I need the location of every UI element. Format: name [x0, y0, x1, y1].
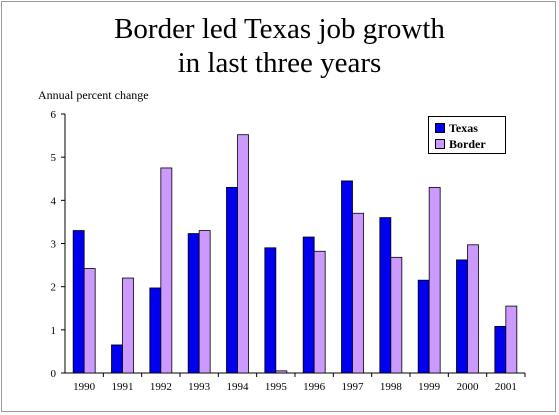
y-tick-label-2: 2: [51, 282, 57, 294]
legend: Texas Border: [428, 116, 506, 154]
bar-texas-1998: [379, 217, 392, 374]
x-tick-label-1992: 1992: [150, 381, 172, 393]
x-tick-label-2001: 2001: [495, 381, 517, 393]
bar-texas-1994: [226, 186, 238, 374]
x-tick-label-1996: 1996: [303, 381, 326, 393]
bar-texas-1992: [149, 287, 162, 374]
x-tick-label-1998: 1998: [380, 381, 403, 393]
bar-border-1992: [160, 167, 173, 374]
legend-item-texas: Texas: [435, 120, 478, 136]
bar-texas-2000: [456, 259, 468, 374]
bar-texas-1996: [302, 236, 315, 374]
bar-border-1993: [198, 230, 211, 374]
y-axis-label: Annual percent change: [38, 88, 149, 102]
bar-texas-1997: [341, 180, 353, 374]
bar-border-1998: [390, 256, 403, 374]
y-tick-label-1: 1: [51, 325, 57, 337]
legend-item-border: Border: [435, 136, 486, 152]
chart-title-line-2: in last three years: [177, 47, 382, 79]
chart-title-line-1: Border led Texas job growth: [114, 13, 445, 45]
bar-border-1999: [428, 186, 441, 374]
bar-border-2001: [505, 305, 518, 374]
x-tick-label-1991: 1991: [112, 381, 134, 393]
x-tick-label-1999: 1999: [418, 381, 441, 393]
y-tick-label-4: 4: [51, 195, 57, 207]
y-tick-label-0: 0: [51, 368, 57, 380]
x-tick-label-1997: 1997: [342, 381, 365, 393]
x-tick-label-2000: 2000: [457, 381, 480, 393]
bar-border-1996: [313, 250, 326, 374]
legend-swatch-border: [435, 139, 445, 149]
x-tick-label-1993: 1993: [188, 381, 211, 393]
y-tick-label-6: 6: [51, 109, 57, 121]
y-tick-label-3: 3: [51, 239, 57, 251]
bar-border-1990: [83, 268, 96, 374]
bar-border-1997: [352, 212, 364, 374]
x-tick-label-1995: 1995: [265, 381, 288, 393]
bar-border-1995: [275, 370, 288, 374]
bar-texas-1990: [72, 230, 85, 374]
bar-border-1994: [237, 134, 249, 374]
y-tick-label-5: 5: [51, 152, 57, 164]
bar-border-1991: [122, 277, 134, 374]
legend-swatch-texas: [435, 123, 445, 133]
bar-texas-1991: [111, 344, 123, 374]
x-tick-label-1990: 1990: [73, 381, 96, 393]
chart-title: Border led Texas job growth in last thre…: [0, 12, 559, 80]
legend-label-border: Border: [449, 136, 486, 151]
x-tick-label-1994: 1994: [227, 381, 250, 393]
bar-texas-1995: [264, 247, 277, 374]
bar-texas-2001: [494, 325, 507, 374]
bar-border-2000: [467, 244, 479, 374]
bar-texas-1993: [187, 233, 200, 374]
legend-label-texas: Texas: [449, 120, 478, 135]
bar-texas-1999: [417, 279, 430, 374]
